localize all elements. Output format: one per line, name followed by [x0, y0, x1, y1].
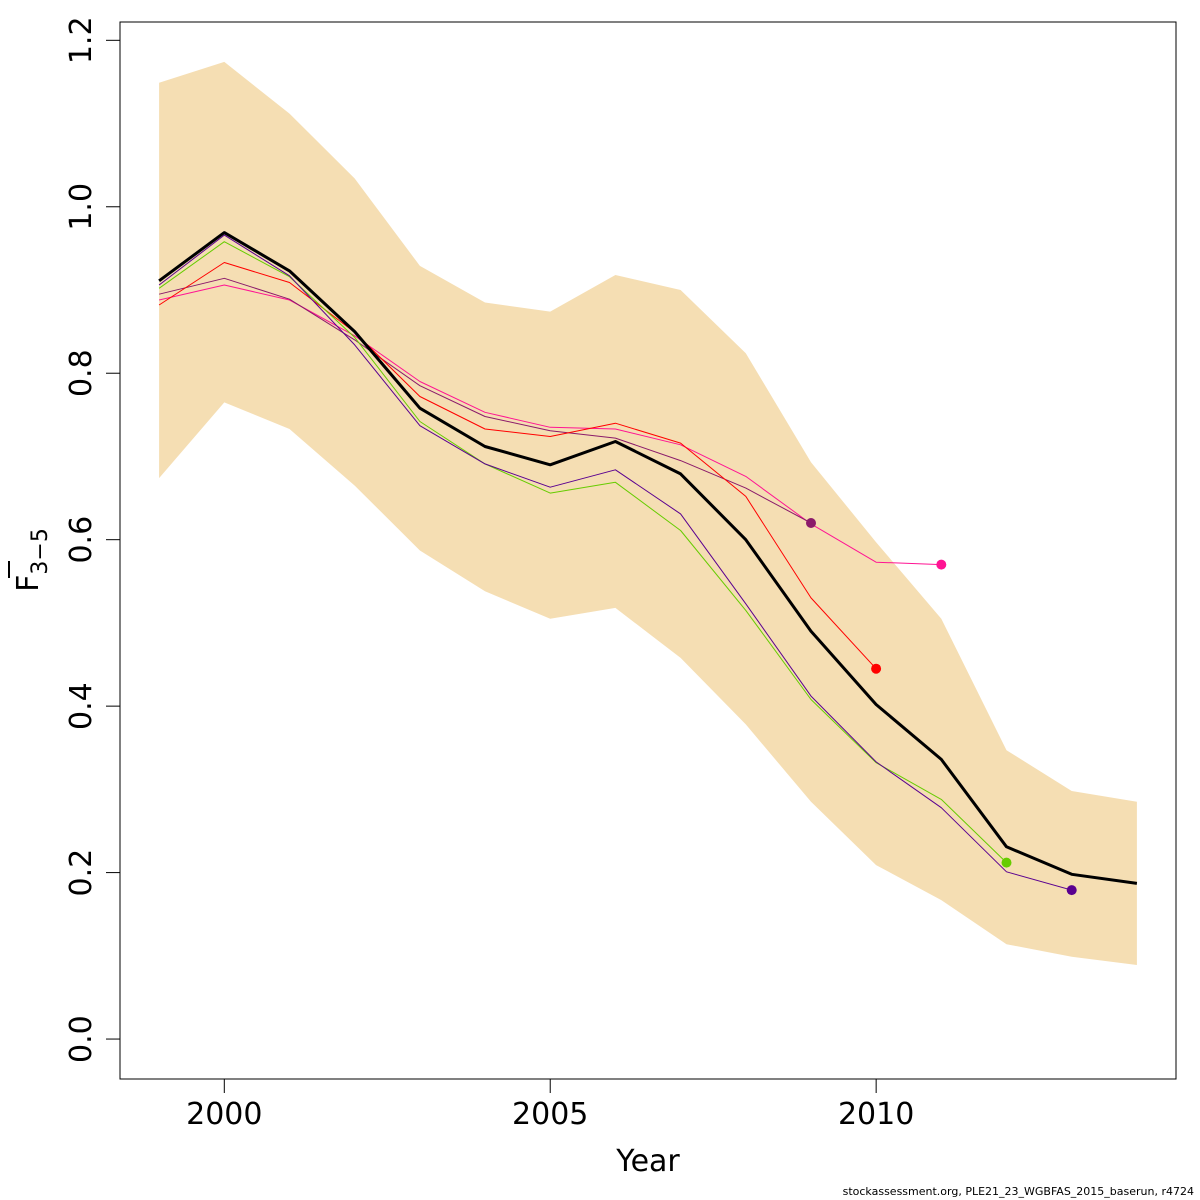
series-line-5	[158, 234, 1072, 891]
y-tick-label: 1.2	[64, 16, 99, 64]
y-tick-label-group: 0.4	[64, 682, 99, 730]
x-axis: 2000 2005 2010	[186, 1079, 914, 1132]
series-end-point-4	[1001, 857, 1012, 868]
y-tick-label-group: 1.0	[64, 183, 99, 231]
y-axis-title: F3−5	[8, 528, 53, 592]
x-tick-label: 2010	[838, 1097, 914, 1132]
series-line-6	[158, 231, 1138, 885]
y-tick-label-group: 0.8	[64, 349, 99, 397]
y-tick-label-group: 1.2	[64, 16, 99, 64]
confidence-band	[159, 61, 1137, 965]
y-axis: 0.0 0.2 0.4 0.6 0.8 1.0 1.2	[64, 16, 120, 1063]
confidence-band-layer	[159, 61, 1137, 965]
x-axis-title: Year	[615, 1144, 680, 1179]
y-tick-label: 0.6	[64, 516, 99, 564]
series-layer	[158, 231, 1138, 896]
series-line-3	[158, 262, 877, 670]
series-end-point-2	[806, 518, 816, 528]
x-tick-label: 2005	[512, 1097, 588, 1132]
plot-frame	[119, 21, 1177, 1080]
series-end-point-1	[936, 559, 947, 570]
y-tick-label: 1.0	[64, 183, 99, 231]
y-tick-label-group: 0.2	[64, 849, 99, 897]
svg-text:F3−5: F3−5	[11, 528, 53, 592]
y-tick-label-group: 0.6	[64, 516, 99, 564]
x-tick-label: 2000	[186, 1097, 262, 1132]
y-axis-title-main: F	[11, 575, 46, 592]
series-end-point-3	[871, 663, 882, 674]
series-line-2	[158, 277, 812, 524]
y-axis-title-subscript: 3−5	[28, 528, 53, 574]
y-tick-label: 0.2	[64, 849, 99, 897]
y-tick-label: 0.8	[64, 349, 99, 397]
y-tick-label: 0.0	[64, 1015, 99, 1063]
y-tick-label: 0.4	[64, 682, 99, 730]
series-end-point-5	[1066, 885, 1077, 896]
footer-credit: stockassessment.org, PLE21_23_WGBFAS_201…	[842, 1185, 1194, 1198]
y-tick-label-group: 0.0	[64, 1015, 99, 1063]
